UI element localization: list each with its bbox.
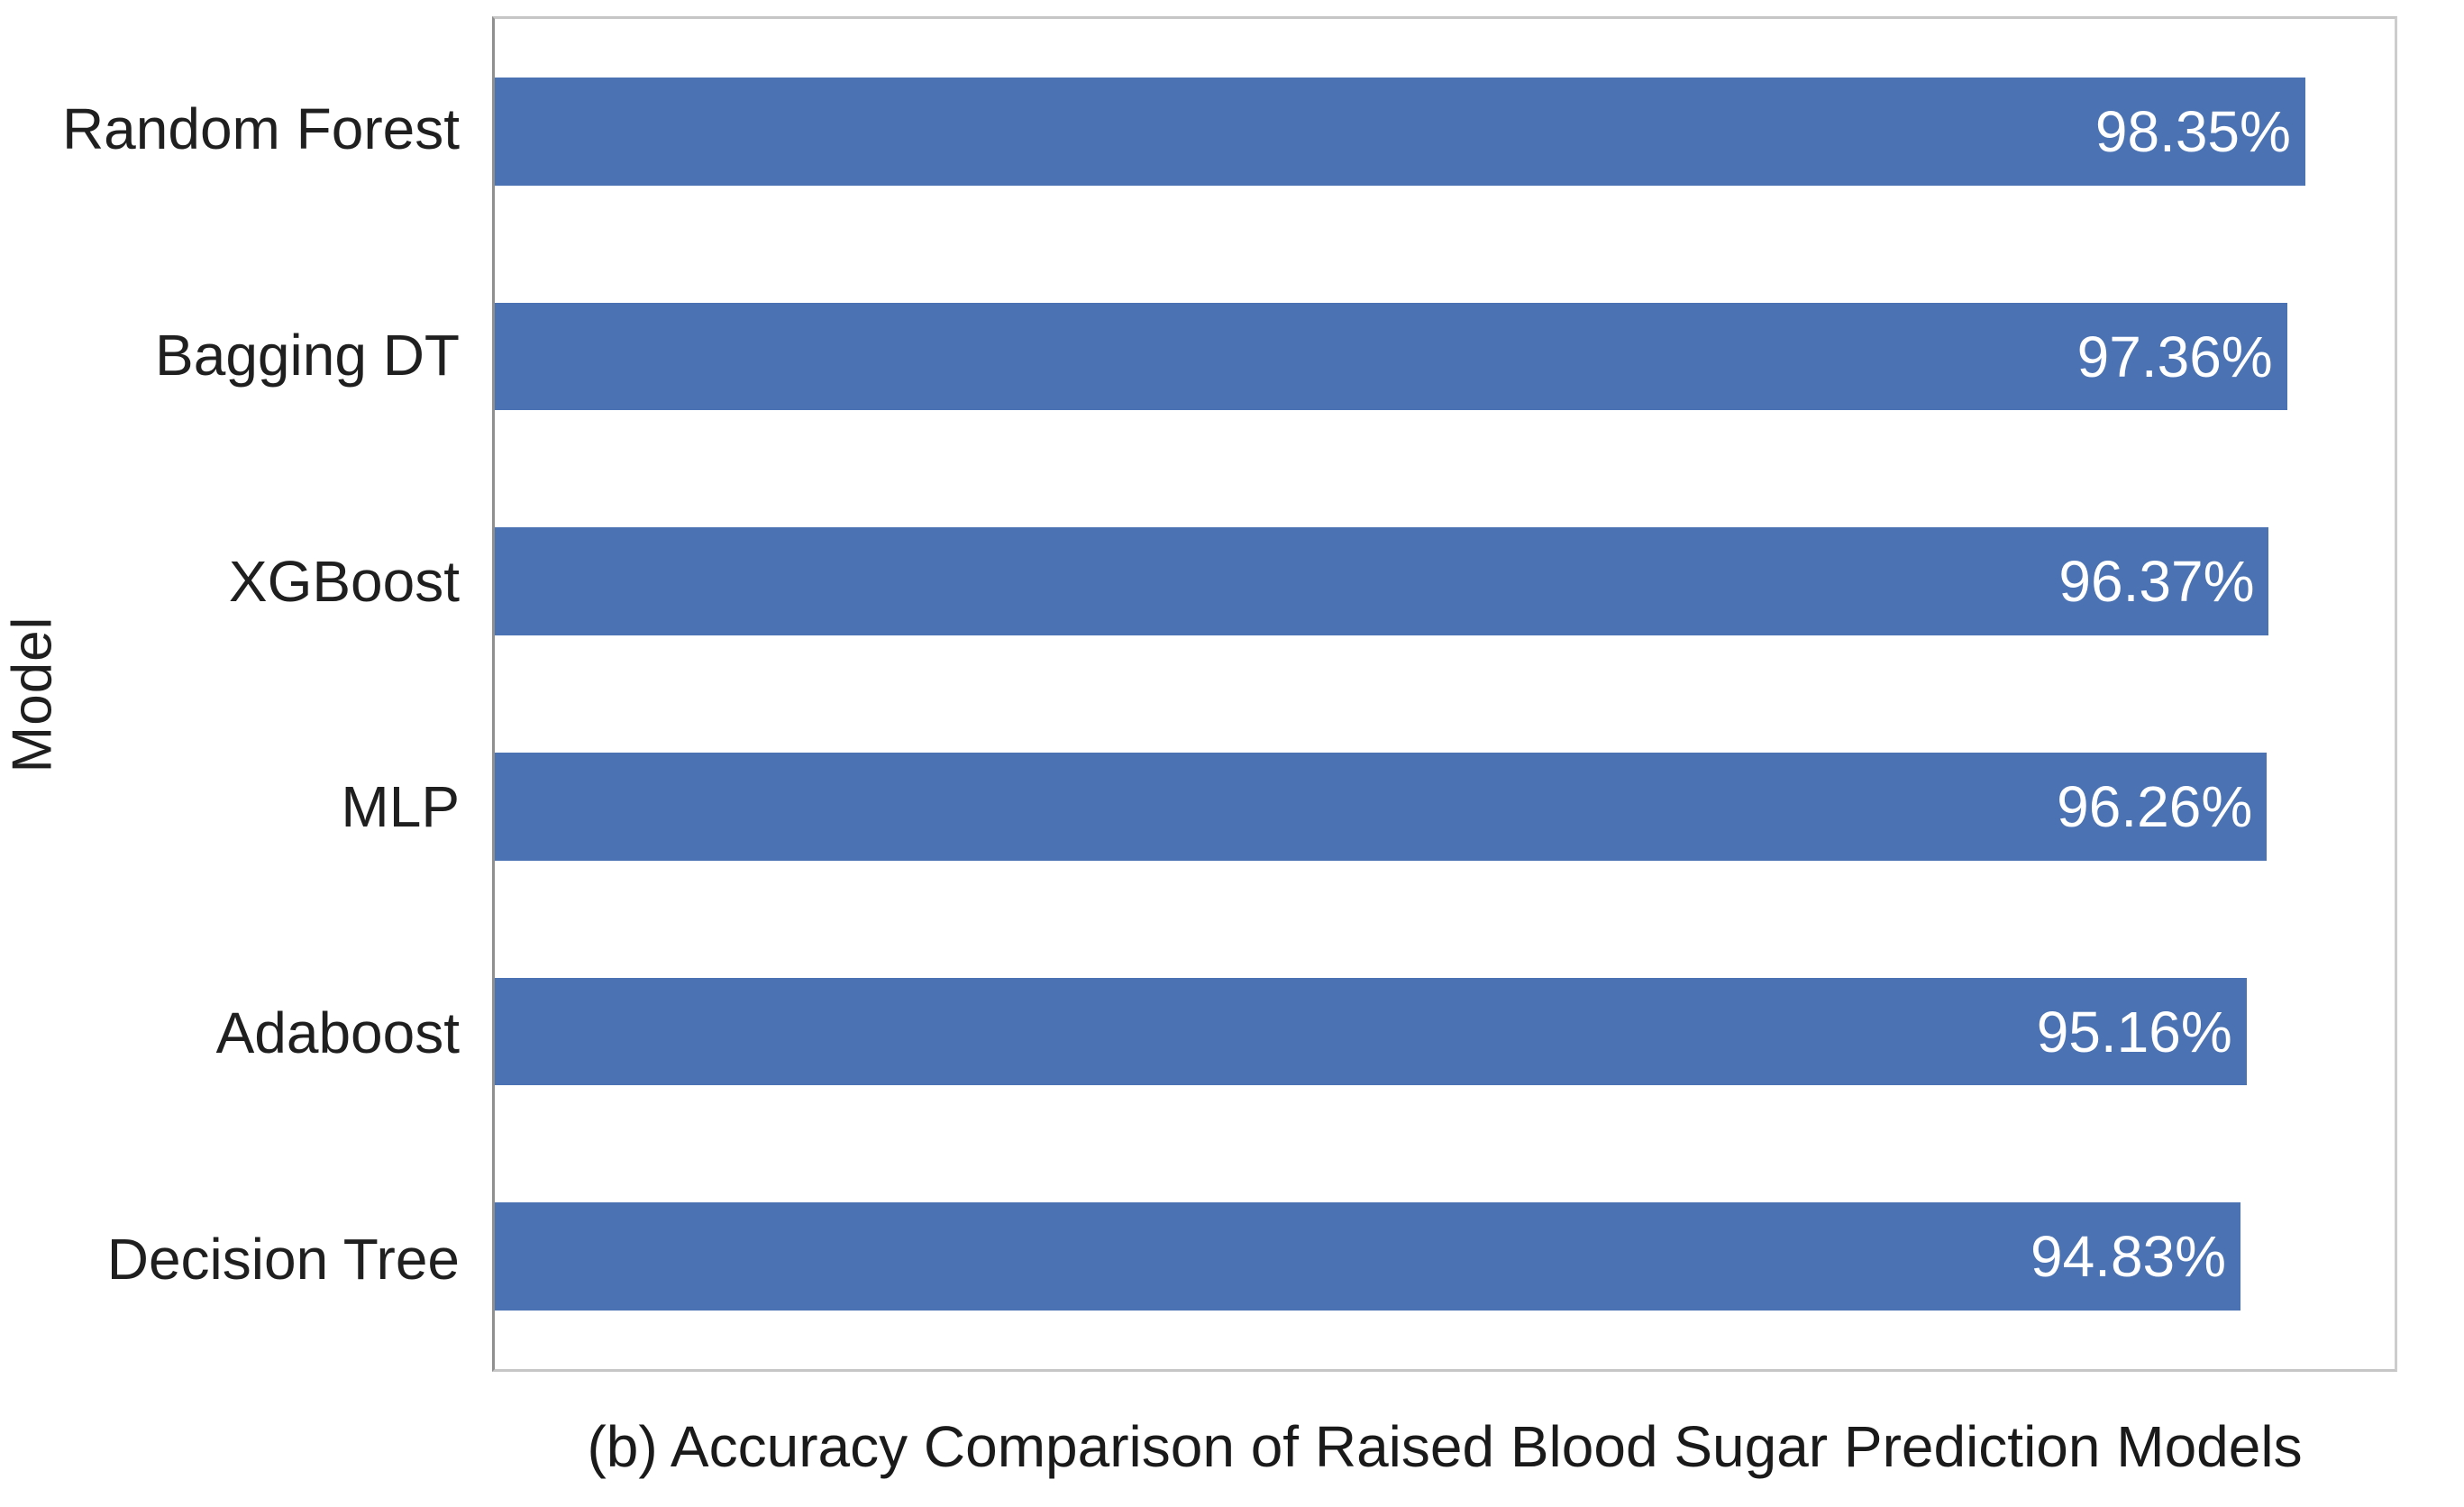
bar-xgboost: 96.37% [495, 527, 2269, 636]
category-label-mlp: MLP [341, 774, 460, 840]
bar-mlp: 96.26% [495, 752, 2268, 861]
bar-row: 95.16% [495, 919, 2395, 1145]
figure-caption: (b) Accuracy Comparison of Raised Blood … [587, 1414, 2303, 1479]
bar-decision-tree: 94.83% [495, 1202, 2241, 1311]
bar-row: 97.36% [495, 244, 2395, 470]
bar-row: 98.35% [495, 19, 2395, 244]
bar-adaboost: 95.16% [495, 977, 2247, 1086]
bar-value-label: 96.37% [2058, 549, 2255, 615]
bar-value-label: 98.35% [2094, 98, 2291, 164]
bar-rows: 98.35% 97.36% 96.37% 96.26% 95.1 [495, 19, 2395, 1369]
category-label-bagging-dt: Bagging DT [155, 323, 460, 388]
bar-row: 96.26% [495, 694, 2395, 919]
bar-value-label: 97.36% [2076, 324, 2273, 389]
category-label-xgboost: XGBoost [228, 548, 460, 614]
bar-value-label: 94.83% [2030, 1224, 2227, 1290]
bar-row: 96.37% [495, 469, 2395, 694]
category-label-decision-tree: Decision Tree [106, 1226, 460, 1292]
category-label-adaboost: Adaboost [215, 1000, 460, 1066]
bar-bagging-dt: 97.36% [495, 302, 2287, 411]
bar-random-forest: 98.35% [495, 77, 2305, 186]
bar-value-label: 96.26% [2057, 773, 2253, 839]
plot-area: 98.35% 97.36% 96.37% 96.26% 95.1 [492, 16, 2397, 1372]
bar-row: 94.83% [495, 1144, 2395, 1369]
category-axis: Random Forest Bagging DT XGBoost MLP Ada… [0, 16, 492, 1372]
category-label-random-forest: Random Forest [61, 96, 460, 162]
bar-value-label: 95.16% [2036, 999, 2232, 1064]
